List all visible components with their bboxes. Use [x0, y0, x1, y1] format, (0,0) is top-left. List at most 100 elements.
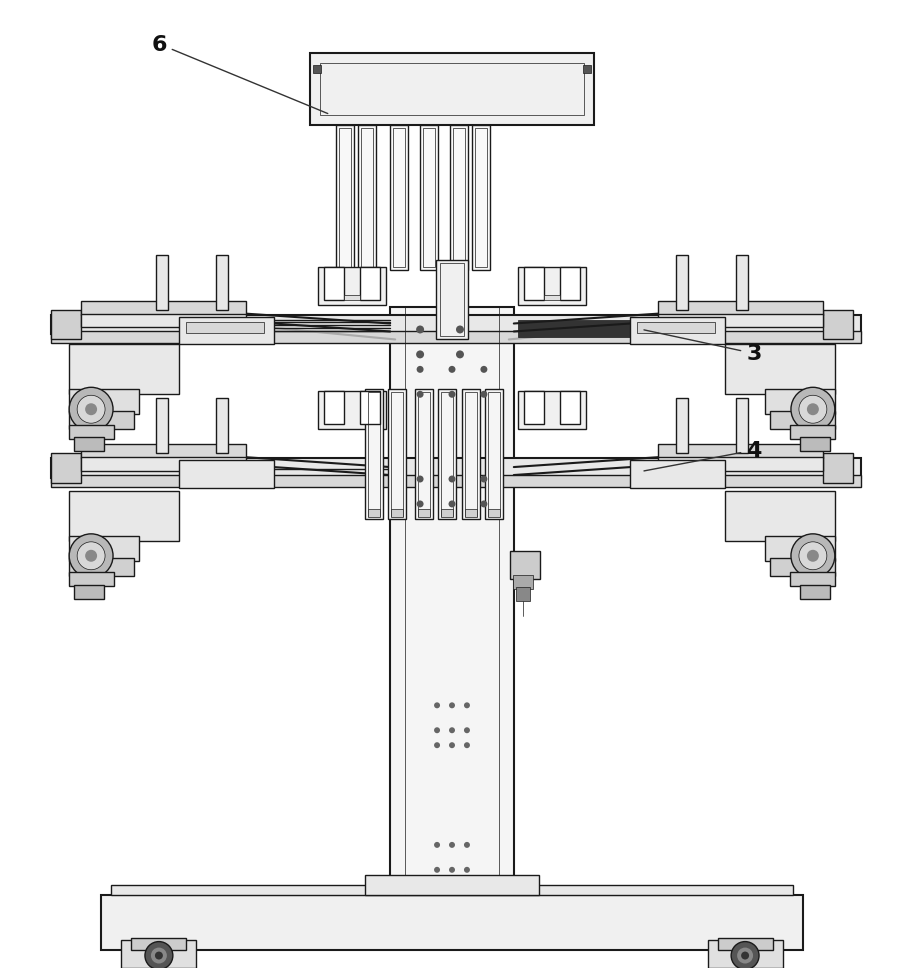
- Bar: [387, 390, 405, 519]
- Bar: [216, 256, 228, 310]
- Bar: [420, 126, 438, 270]
- Bar: [70, 425, 114, 440]
- Bar: [512, 576, 532, 589]
- Bar: [344, 296, 360, 300]
- Bar: [450, 126, 468, 270]
- Bar: [464, 392, 477, 516]
- Circle shape: [448, 501, 455, 508]
- Bar: [318, 267, 386, 305]
- Bar: [471, 126, 489, 270]
- Bar: [675, 399, 687, 453]
- Circle shape: [731, 942, 759, 969]
- Circle shape: [416, 476, 424, 483]
- Bar: [121, 940, 196, 967]
- Bar: [360, 391, 380, 424]
- Bar: [74, 585, 104, 599]
- Bar: [51, 453, 81, 484]
- Circle shape: [416, 501, 424, 508]
- Bar: [799, 585, 829, 599]
- Bar: [51, 332, 860, 344]
- Bar: [657, 314, 822, 328]
- Bar: [155, 399, 168, 453]
- Bar: [474, 129, 487, 267]
- Bar: [769, 558, 833, 577]
- Bar: [418, 510, 430, 517]
- Bar: [310, 54, 593, 126]
- Bar: [523, 267, 543, 300]
- Bar: [440, 264, 463, 337]
- Circle shape: [77, 543, 105, 570]
- Circle shape: [154, 952, 163, 959]
- Bar: [724, 345, 833, 395]
- Bar: [717, 938, 772, 950]
- Circle shape: [85, 404, 97, 416]
- Text: 4: 4: [643, 441, 760, 472]
- Bar: [179, 460, 274, 488]
- Bar: [414, 390, 433, 519]
- Bar: [657, 445, 822, 458]
- Bar: [764, 390, 833, 415]
- Circle shape: [463, 742, 470, 748]
- Bar: [339, 129, 351, 267]
- Bar: [391, 510, 403, 517]
- Bar: [360, 267, 380, 300]
- Bar: [517, 267, 585, 305]
- Bar: [461, 390, 479, 519]
- Bar: [657, 457, 822, 472]
- Circle shape: [806, 404, 818, 416]
- Bar: [70, 345, 179, 395]
- Bar: [789, 425, 833, 440]
- Circle shape: [449, 742, 454, 748]
- Circle shape: [449, 842, 454, 848]
- Bar: [724, 491, 833, 542]
- Bar: [438, 390, 455, 519]
- Circle shape: [144, 942, 172, 969]
- Bar: [70, 491, 179, 542]
- Circle shape: [479, 391, 487, 398]
- Bar: [629, 460, 724, 488]
- Bar: [657, 301, 822, 315]
- Bar: [391, 392, 403, 516]
- Bar: [51, 476, 860, 487]
- Bar: [488, 392, 499, 516]
- Circle shape: [463, 842, 470, 848]
- Circle shape: [449, 867, 454, 873]
- Bar: [769, 412, 833, 429]
- Bar: [70, 390, 139, 415]
- Bar: [361, 129, 373, 267]
- Circle shape: [806, 550, 818, 562]
- Bar: [435, 261, 468, 340]
- Bar: [51, 458, 860, 479]
- Circle shape: [449, 728, 454, 734]
- Bar: [358, 126, 376, 270]
- Bar: [368, 510, 380, 517]
- Bar: [131, 938, 186, 950]
- Bar: [70, 572, 114, 586]
- Circle shape: [479, 366, 487, 373]
- Circle shape: [740, 952, 749, 959]
- Text: 6: 6: [151, 35, 328, 114]
- Bar: [735, 399, 748, 453]
- Circle shape: [448, 366, 455, 373]
- Bar: [70, 412, 134, 429]
- Circle shape: [433, 728, 440, 734]
- Bar: [324, 391, 344, 424]
- Bar: [707, 940, 782, 967]
- Bar: [81, 314, 246, 328]
- Bar: [559, 391, 579, 424]
- Bar: [155, 256, 168, 310]
- Bar: [81, 457, 246, 472]
- Bar: [517, 320, 666, 338]
- Bar: [523, 391, 543, 424]
- Circle shape: [433, 742, 440, 748]
- Bar: [74, 438, 104, 452]
- Bar: [488, 510, 499, 517]
- Bar: [799, 438, 829, 452]
- Circle shape: [448, 391, 455, 398]
- Bar: [629, 317, 724, 345]
- Bar: [318, 391, 386, 429]
- Circle shape: [415, 351, 424, 359]
- Bar: [390, 307, 513, 885]
- Bar: [324, 267, 344, 300]
- Bar: [452, 129, 464, 267]
